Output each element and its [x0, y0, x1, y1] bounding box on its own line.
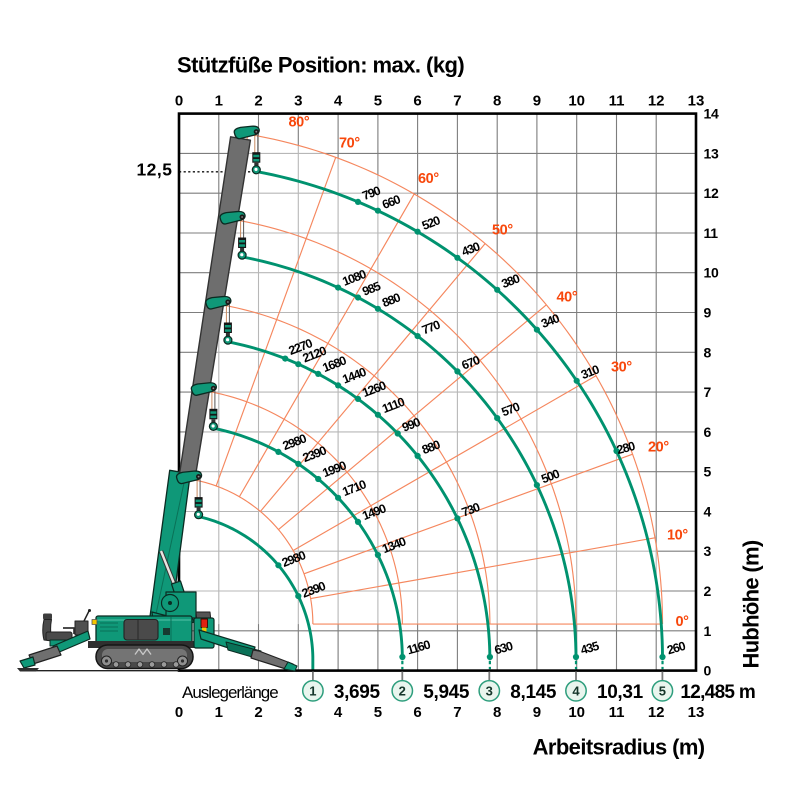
svg-text:10: 10 — [568, 704, 585, 721]
svg-text:10,31: 10,31 — [597, 682, 644, 703]
svg-text:12,485 m: 12,485 m — [680, 682, 755, 703]
svg-text:40°: 40° — [557, 290, 578, 306]
svg-text:0: 0 — [704, 663, 712, 679]
svg-text:8: 8 — [493, 704, 501, 721]
svg-text:3: 3 — [704, 543, 712, 559]
svg-text:10: 10 — [704, 265, 719, 281]
svg-text:570: 570 — [500, 399, 523, 419]
svg-text:70°: 70° — [339, 136, 360, 152]
svg-text:9: 9 — [533, 93, 541, 110]
svg-text:340: 340 — [539, 311, 562, 331]
svg-text:11: 11 — [609, 704, 625, 721]
svg-text:1: 1 — [215, 93, 223, 110]
svg-text:7: 7 — [704, 384, 712, 400]
svg-text:14: 14 — [704, 106, 719, 122]
svg-text:430: 430 — [460, 239, 483, 259]
svg-text:880: 880 — [380, 290, 403, 310]
svg-text:1: 1 — [215, 704, 223, 721]
svg-text:6: 6 — [413, 704, 421, 721]
svg-text:790: 790 — [360, 183, 383, 203]
svg-text:2: 2 — [399, 683, 406, 698]
svg-text:6: 6 — [704, 424, 712, 440]
svg-text:11: 11 — [704, 225, 719, 241]
svg-text:0: 0 — [175, 704, 183, 721]
svg-text:Arbeitsradius (m): Arbeitsradius (m) — [533, 735, 705, 760]
svg-text:5: 5 — [374, 704, 382, 721]
svg-text:1: 1 — [309, 683, 316, 698]
svg-text:20°: 20° — [648, 440, 669, 456]
svg-text:770: 770 — [420, 317, 443, 337]
svg-text:3: 3 — [486, 683, 493, 698]
svg-text:8: 8 — [704, 344, 712, 360]
svg-text:Auslegerlänge: Auslegerlänge — [182, 683, 278, 702]
svg-text:380: 380 — [500, 271, 523, 291]
svg-text:3: 3 — [294, 704, 302, 721]
svg-text:260: 260 — [665, 639, 687, 658]
svg-text:30°: 30° — [611, 360, 632, 376]
svg-text:Stützfüße Position: max. (kg): Stützfüße Position: max. (kg) — [177, 53, 464, 78]
svg-text:12,5: 12,5 — [136, 160, 172, 180]
svg-text:2: 2 — [254, 704, 262, 721]
svg-text:8: 8 — [493, 93, 501, 110]
svg-text:7: 7 — [453, 704, 461, 721]
svg-text:8,145: 8,145 — [510, 682, 557, 703]
svg-text:13: 13 — [704, 145, 719, 161]
svg-text:4: 4 — [334, 704, 343, 721]
svg-text:310: 310 — [579, 362, 602, 382]
svg-text:0°: 0° — [676, 614, 690, 630]
svg-text:4: 4 — [572, 683, 580, 698]
svg-text:500: 500 — [539, 466, 562, 486]
svg-text:3: 3 — [294, 93, 302, 110]
svg-text:435: 435 — [579, 639, 601, 658]
svg-text:4: 4 — [704, 504, 712, 520]
svg-text:880: 880 — [420, 437, 443, 457]
svg-text:670: 670 — [460, 353, 483, 373]
svg-text:7: 7 — [453, 93, 461, 110]
svg-text:990: 990 — [400, 415, 423, 435]
svg-text:9: 9 — [533, 704, 541, 721]
svg-text:12: 12 — [648, 704, 665, 721]
svg-text:12: 12 — [704, 185, 719, 201]
svg-text:10°: 10° — [667, 528, 688, 544]
svg-text:1160: 1160 — [405, 637, 432, 657]
svg-text:660: 660 — [380, 192, 403, 212]
svg-text:5: 5 — [704, 464, 712, 480]
svg-text:2: 2 — [704, 583, 712, 599]
svg-text:10: 10 — [568, 93, 585, 110]
svg-text:11: 11 — [609, 93, 625, 110]
svg-text:5: 5 — [374, 93, 382, 110]
svg-text:13: 13 — [688, 704, 705, 721]
svg-text:1: 1 — [704, 623, 712, 639]
svg-text:985: 985 — [360, 279, 383, 299]
svg-text:13: 13 — [688, 93, 705, 110]
svg-text:730: 730 — [460, 500, 483, 520]
svg-text:6: 6 — [413, 93, 421, 110]
svg-text:9: 9 — [704, 305, 712, 321]
svg-text:60°: 60° — [418, 171, 439, 187]
svg-text:520: 520 — [420, 213, 443, 233]
svg-text:5: 5 — [659, 683, 666, 698]
svg-text:0: 0 — [175, 93, 183, 110]
svg-text:Hubhöhe (m): Hubhöhe (m) — [739, 540, 764, 668]
svg-text:5,945: 5,945 — [423, 682, 470, 703]
svg-text:630: 630 — [493, 639, 515, 658]
svg-text:50°: 50° — [492, 223, 513, 239]
svg-text:3,695: 3,695 — [334, 682, 381, 703]
svg-text:280: 280 — [615, 439, 637, 457]
svg-text:4: 4 — [334, 93, 343, 110]
svg-text:2: 2 — [254, 93, 262, 110]
svg-text:12: 12 — [648, 93, 665, 110]
svg-text:80°: 80° — [289, 114, 310, 130]
